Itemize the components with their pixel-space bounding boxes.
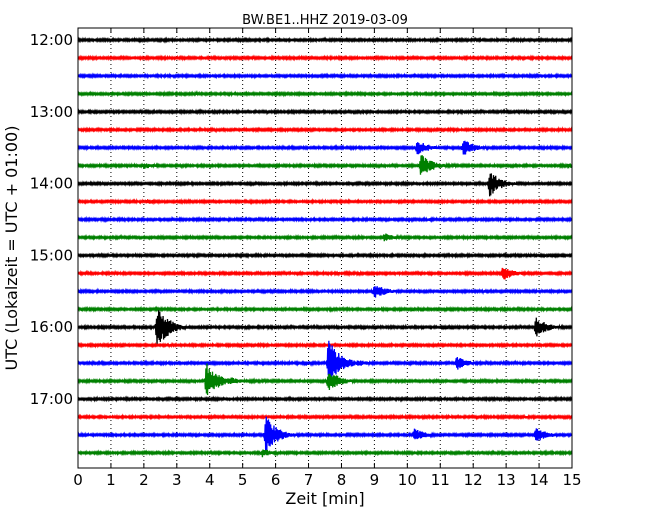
x-tick-label: 10 xyxy=(398,471,417,489)
plot-frame xyxy=(77,27,573,469)
trace-line xyxy=(77,90,573,98)
y-tick-label: 16:00 xyxy=(30,318,73,336)
x-tick-label: 6 xyxy=(271,471,281,489)
y-axis-label: UTC (Lokalzeit = UTC + 01:00) xyxy=(2,126,21,371)
trace-line xyxy=(77,233,573,242)
trace-line xyxy=(77,197,573,206)
x-tick-label: 14 xyxy=(530,471,549,489)
trace-line xyxy=(77,416,573,453)
trace-line xyxy=(77,267,573,280)
x-axis-ticks: 0 1 2 3 4 5 6 7 8 9 10 11 12 13 14 15 xyxy=(73,28,582,489)
y-tick-label: 15:00 xyxy=(30,246,73,264)
trace-line xyxy=(77,72,573,80)
trace-line xyxy=(77,126,573,134)
trace-line xyxy=(77,449,573,458)
trace-line xyxy=(77,340,573,385)
trace-line xyxy=(77,155,573,175)
trace-line xyxy=(77,140,573,155)
x-tick-label: 2 xyxy=(139,471,149,489)
trace-line xyxy=(77,36,573,44)
trace-line xyxy=(77,310,573,346)
trace-line xyxy=(77,363,573,395)
x-tick-label: 15 xyxy=(562,471,581,489)
x-tick-label: 12 xyxy=(464,471,483,489)
x-axis-label: Zeit [min] xyxy=(285,489,364,508)
x-tick-label: 5 xyxy=(238,471,248,489)
x-tick-label: 3 xyxy=(172,471,182,489)
trace-line xyxy=(77,395,573,403)
x-tick-label: 11 xyxy=(431,471,450,489)
trace-line xyxy=(77,54,573,62)
y-tick-label: 12:00 xyxy=(30,31,73,49)
trace-line xyxy=(77,413,573,421)
y-tick-label: 17:00 xyxy=(30,390,73,408)
trace-line xyxy=(77,341,573,349)
x-tick-label: 0 xyxy=(73,471,83,489)
x-tick-label: 9 xyxy=(370,471,380,489)
x-tick-label: 8 xyxy=(337,471,347,489)
seismic-traces xyxy=(77,36,573,458)
x-tick-label: 13 xyxy=(497,471,516,489)
x-tick-label: 1 xyxy=(106,471,116,489)
trace-line xyxy=(77,108,573,116)
x-tick-label: 7 xyxy=(304,471,314,489)
trace-line xyxy=(77,173,573,197)
x-tick-label: 4 xyxy=(205,471,215,489)
trace-line xyxy=(77,251,573,260)
y-axis-ticks: 12:00 13:00 14:00 15:00 16:00 17:00 xyxy=(30,31,572,408)
y-tick-label: 14:00 xyxy=(30,175,73,193)
trace-line xyxy=(77,215,573,224)
y-tick-label: 13:00 xyxy=(30,103,73,121)
trace-line xyxy=(77,305,573,313)
grid-lines xyxy=(110,28,540,468)
trace-line xyxy=(77,286,573,298)
chart-title: BW.BE1..HHZ 2019-03-09 xyxy=(242,13,408,28)
